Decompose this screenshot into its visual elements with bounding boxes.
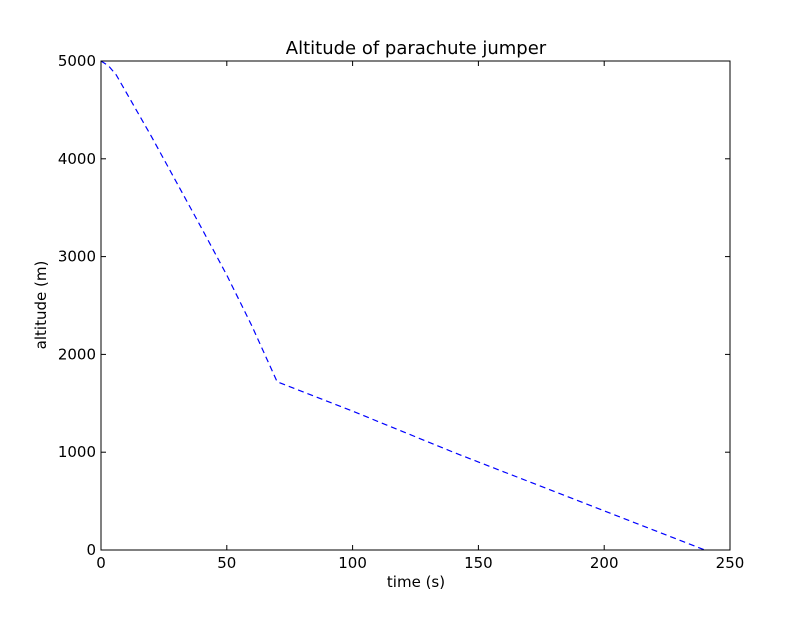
series-line-0 (100, 60, 706, 551)
plot-area (100, 60, 706, 551)
x-tick-label: 50 (217, 554, 236, 572)
y-tick-label: 3000 (58, 248, 96, 266)
y-tick-label: 2000 (58, 345, 96, 363)
x-tick-label: 200 (590, 554, 619, 572)
x-tick-label: 100 (338, 554, 367, 572)
x-tick-label: 150 (464, 554, 493, 572)
x-tick-label: 250 (716, 554, 745, 572)
x-axis: 0 50 100 150 200 250 (96, 61, 744, 572)
y-axis: 0 1000 2000 3000 4000 5000 (58, 52, 730, 559)
x-tick-label: 0 (96, 554, 106, 572)
y-tick-label: 5000 (58, 52, 96, 70)
y-tick-label: 4000 (58, 150, 96, 168)
y-axis-label: altitude (m) (32, 261, 50, 350)
y-tick-label: 1000 (58, 443, 96, 461)
y-tick-label: 0 (86, 541, 96, 559)
plot-frame (100, 60, 731, 551)
x-axis-label: time (s) (387, 573, 445, 591)
chart-title: Altitude of parachute jumper (286, 38, 547, 59)
